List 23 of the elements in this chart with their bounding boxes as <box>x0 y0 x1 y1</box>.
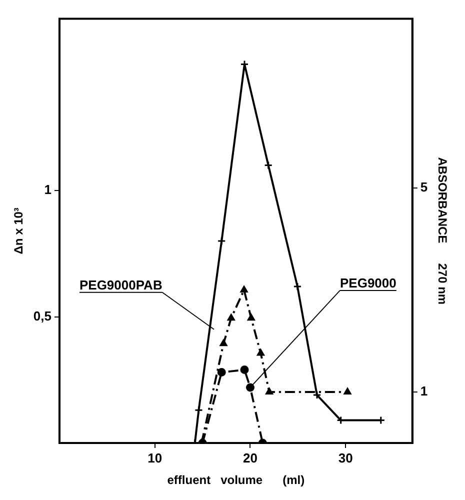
x-tick-label: 20 <box>242 450 258 466</box>
y2-tick-label: 5 <box>420 180 428 195</box>
y2-tick-label: 1 <box>420 384 428 399</box>
point <box>227 314 235 321</box>
y-axis-title: Δn x 10³ <box>12 208 26 254</box>
y2-axis-title: ABSORBANCE 270 nm <box>435 157 450 305</box>
point <box>220 339 228 346</box>
point <box>293 282 302 291</box>
annotation: PEG9000PAB <box>79 277 162 292</box>
point <box>264 161 273 170</box>
x-tick-label: 30 <box>338 450 353 466</box>
point <box>312 390 322 400</box>
x-tick-label: 10 <box>148 450 162 466</box>
point <box>194 406 203 414</box>
point <box>240 286 248 293</box>
point <box>344 388 352 395</box>
x-axis-title: effluent volume (ml) <box>167 473 305 488</box>
annotation: PEG9000 <box>340 275 396 290</box>
point <box>217 368 226 377</box>
point <box>240 366 249 374</box>
y-tick-label: 0,5 <box>33 308 52 324</box>
point <box>266 388 274 395</box>
point <box>217 236 226 246</box>
